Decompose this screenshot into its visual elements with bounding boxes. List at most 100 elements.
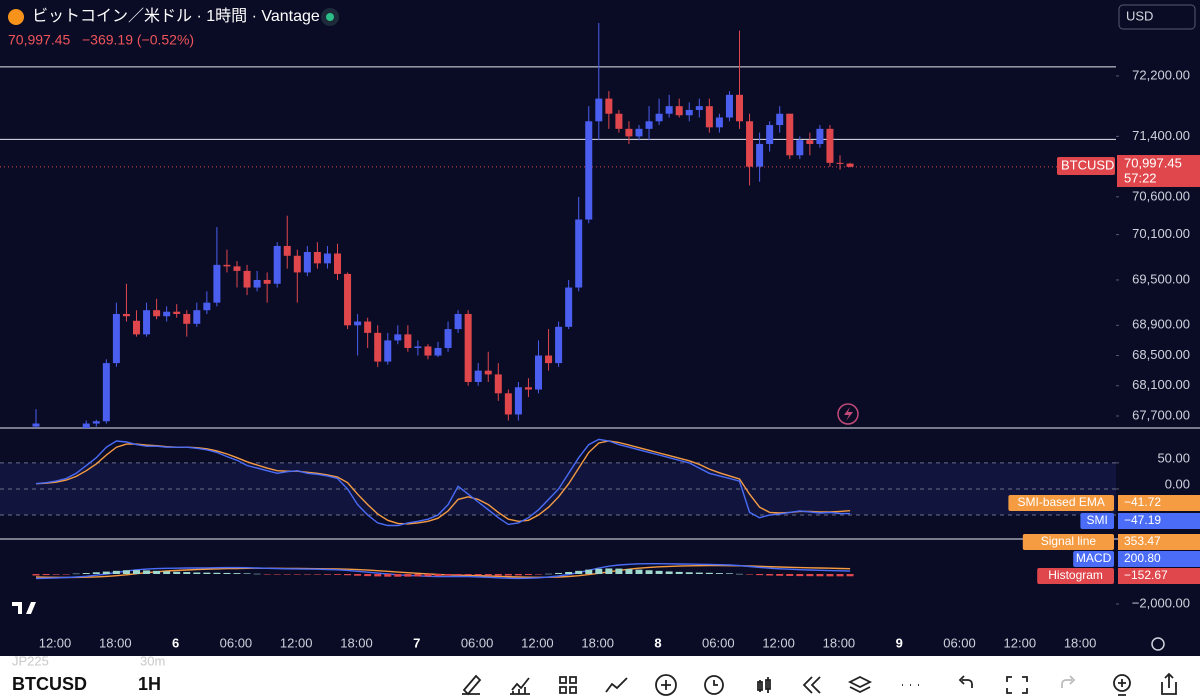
candle-body xyxy=(153,310,161,317)
symbol-title: ビットコイン／米ドル · 1時間 · Vantage xyxy=(32,7,320,25)
series-value: 353.47 xyxy=(1124,534,1161,548)
candle-body xyxy=(283,245,291,256)
last-price-tag-text: 70,997.45 xyxy=(1124,155,1182,170)
last-price-tag xyxy=(1117,155,1200,187)
alert-icon[interactable] xyxy=(837,403,859,425)
symbol-button[interactable]: BTCUSD xyxy=(12,674,87,694)
candle-body xyxy=(163,311,171,317)
histogram-bar xyxy=(273,574,281,575)
histogram-bar xyxy=(404,574,412,577)
compare[interactable] xyxy=(605,677,628,693)
series-value: −152.67 xyxy=(1124,568,1168,582)
histogram-bar xyxy=(786,574,794,576)
toolbar xyxy=(0,656,1200,697)
candle-body xyxy=(243,270,251,288)
candle-body xyxy=(394,334,402,341)
series-tag xyxy=(1073,551,1114,567)
symbol-tag xyxy=(1057,157,1115,175)
toolbar-icons xyxy=(462,672,1177,696)
series-name: MACD xyxy=(1076,551,1112,565)
x-tick-label: 12:00 xyxy=(1004,635,1037,650)
histogram-bar xyxy=(112,570,120,575)
series-name: Histogram xyxy=(1048,568,1103,582)
histogram-bar xyxy=(816,574,824,577)
histogram-bar xyxy=(143,570,151,575)
x-tick-label: 18:00 xyxy=(1064,635,1097,650)
candle-body xyxy=(746,121,754,167)
histogram-bar xyxy=(223,572,231,575)
series-value-tag xyxy=(1118,513,1200,529)
candle-body xyxy=(846,163,854,167)
x-tick-label: 18:00 xyxy=(823,635,856,650)
histogram-bar xyxy=(42,574,50,576)
histogram-bar xyxy=(766,574,774,576)
countdown: 57:22 xyxy=(1124,170,1157,185)
candle-body xyxy=(565,287,573,327)
histogram-bar xyxy=(695,572,703,575)
series-value-tag xyxy=(1118,568,1200,584)
histogram-bar xyxy=(133,570,140,575)
candle-body xyxy=(424,346,432,356)
interval-button[interactable]: 1H xyxy=(138,674,161,694)
candle-body xyxy=(223,264,231,267)
candle-body xyxy=(826,128,834,163)
price-panel xyxy=(0,23,1116,428)
histogram-bar xyxy=(665,571,673,575)
histogram-bar xyxy=(364,574,372,577)
histogram-bar xyxy=(615,568,623,575)
indicators[interactable] xyxy=(510,677,530,695)
chart-type[interactable] xyxy=(757,677,771,693)
histogram-bar xyxy=(52,574,60,575)
candle-body xyxy=(334,253,341,274)
y-tick-label: 70,600.00 xyxy=(1132,188,1190,203)
add[interactable] xyxy=(655,674,677,696)
candle-body xyxy=(143,310,151,335)
histogram-bar xyxy=(715,573,723,575)
histogram-bar xyxy=(575,570,583,575)
candle-body xyxy=(615,113,623,129)
x-tick-label: 06:00 xyxy=(943,635,976,650)
candle-body xyxy=(685,109,693,116)
histogram-bar xyxy=(454,574,462,576)
layouts[interactable] xyxy=(559,676,577,694)
x-tick-label: 12:00 xyxy=(280,635,313,650)
ideas[interactable] xyxy=(1113,674,1131,692)
candle-body xyxy=(796,140,804,156)
histogram-bar xyxy=(334,574,341,575)
indicator-panels: SMI-based EMA −41.72 SMI −47.19 Signal line 3… xyxy=(0,438,1200,584)
undo[interactable] xyxy=(958,675,973,688)
currency-button[interactable] xyxy=(1118,4,1196,30)
series-tag xyxy=(1037,568,1114,584)
x-tick-label: 18:00 xyxy=(581,635,614,650)
histogram-bar xyxy=(484,574,492,576)
objects[interactable] xyxy=(847,675,873,694)
coin-icon xyxy=(8,9,24,25)
histogram-bar xyxy=(424,574,432,577)
histogram-bar xyxy=(555,572,563,575)
candle-body xyxy=(404,334,412,348)
candle-body xyxy=(836,162,844,164)
histogram-bar xyxy=(173,571,181,575)
draw-tool[interactable] xyxy=(462,674,482,696)
redo[interactable] xyxy=(1061,675,1076,688)
candle-body xyxy=(545,355,553,364)
candle-body xyxy=(625,128,633,137)
replay[interactable] xyxy=(802,676,821,694)
share[interactable] xyxy=(1161,672,1177,695)
histogram-bar xyxy=(92,572,100,575)
candle-body xyxy=(293,255,301,273)
alert-hand xyxy=(713,680,718,686)
histogram-bar xyxy=(434,574,442,577)
alert[interactable] xyxy=(704,675,724,695)
candle-body xyxy=(434,347,442,356)
candle-body xyxy=(32,423,40,427)
currency-label[interactable]: USD xyxy=(1126,8,1153,23)
histogram-bar xyxy=(504,574,512,576)
candle-body xyxy=(112,313,120,364)
candle-body xyxy=(344,273,352,326)
fullscreen[interactable] xyxy=(1006,676,1028,694)
settings-icon[interactable] xyxy=(1151,637,1165,651)
x-tick-label: 12:00 xyxy=(521,635,554,650)
y-tick-label: 69,500.00 xyxy=(1132,271,1190,286)
